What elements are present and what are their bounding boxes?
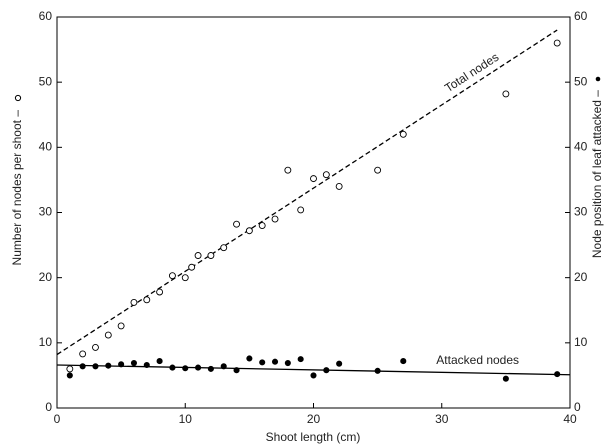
data-point xyxy=(92,363,99,370)
data-point xyxy=(66,372,73,379)
y-tick-label: 30 xyxy=(39,205,53,219)
y2-axis-label: Node position of leaf attacked – xyxy=(590,90,604,258)
data-point xyxy=(105,362,112,369)
data-point xyxy=(297,356,304,363)
y2-tick-label: 40 xyxy=(574,140,588,154)
data-point xyxy=(156,358,163,365)
data-point xyxy=(399,130,407,138)
data-point xyxy=(233,367,240,374)
data-point xyxy=(284,359,291,367)
data-point xyxy=(130,298,138,306)
y-tick-label: 50 xyxy=(39,74,53,88)
data-point xyxy=(104,331,112,339)
y-tick-label: 10 xyxy=(39,335,53,349)
data-point xyxy=(168,272,176,280)
y2-tick-label: 30 xyxy=(574,205,588,219)
y2-tick-label: 50 xyxy=(574,74,588,88)
y2-tick-label: 10 xyxy=(574,335,588,349)
trend-line xyxy=(56,29,558,356)
x-tick-label: 30 xyxy=(435,412,449,426)
data-point xyxy=(322,171,330,179)
data-point xyxy=(182,365,189,372)
data-point xyxy=(554,371,561,378)
data-point xyxy=(245,227,253,235)
data-point xyxy=(207,252,215,259)
y-tick-label: 0 xyxy=(45,400,52,414)
data-point xyxy=(220,363,227,370)
data-point xyxy=(336,360,343,367)
data-point xyxy=(271,358,279,365)
y2-tick-label: 20 xyxy=(574,270,588,284)
trend-line xyxy=(56,364,571,376)
data-point xyxy=(310,175,317,183)
series-label: Total nodes xyxy=(442,50,501,95)
data-point xyxy=(169,364,176,371)
data-point xyxy=(79,363,86,370)
data-point xyxy=(246,355,253,362)
data-point xyxy=(502,375,509,382)
data-point xyxy=(92,343,99,351)
y2-label-symbol xyxy=(595,76,601,82)
y-label-symbol xyxy=(14,94,22,102)
data-point xyxy=(335,182,343,190)
data-point xyxy=(195,364,202,371)
x-axis-label: Shoot length (cm) xyxy=(266,430,361,444)
data-point xyxy=(156,288,164,296)
data-point xyxy=(502,90,510,98)
data-point xyxy=(194,252,202,259)
data-point xyxy=(117,322,125,330)
data-point xyxy=(66,365,74,373)
data-point xyxy=(374,367,381,374)
data-point xyxy=(400,358,407,365)
data-point xyxy=(207,365,214,372)
y-axis-label: Number of nodes per shoot – xyxy=(10,110,24,266)
data-point xyxy=(284,166,292,174)
x-tick-label: 40 xyxy=(563,412,577,426)
data-point xyxy=(310,372,317,379)
data-point xyxy=(374,166,382,174)
x-tick-label: 20 xyxy=(307,412,321,426)
data-point xyxy=(220,244,228,252)
y-tick-label: 60 xyxy=(39,9,53,23)
data-point xyxy=(118,361,125,368)
data-point xyxy=(130,359,137,367)
data-point xyxy=(143,296,151,304)
data-point xyxy=(323,367,330,374)
y-tick-label: 40 xyxy=(39,140,53,154)
data-point xyxy=(297,206,305,214)
data-point xyxy=(259,359,266,366)
y2-tick-label: 60 xyxy=(574,9,588,23)
data-point xyxy=(143,361,150,369)
x-tick-label: 0 xyxy=(54,412,61,426)
data-point xyxy=(258,222,266,229)
x-tick-label: 10 xyxy=(179,412,193,426)
y2-tick-label: 0 xyxy=(574,400,581,414)
plot-frame xyxy=(56,16,571,409)
y-tick-label: 20 xyxy=(39,270,53,284)
data-point xyxy=(188,263,196,271)
data-point xyxy=(271,215,279,223)
data-point xyxy=(181,274,189,282)
data-point xyxy=(553,39,561,47)
data-point xyxy=(233,220,241,228)
series-label: Attacked nodes xyxy=(436,353,519,367)
data-point xyxy=(79,350,87,358)
